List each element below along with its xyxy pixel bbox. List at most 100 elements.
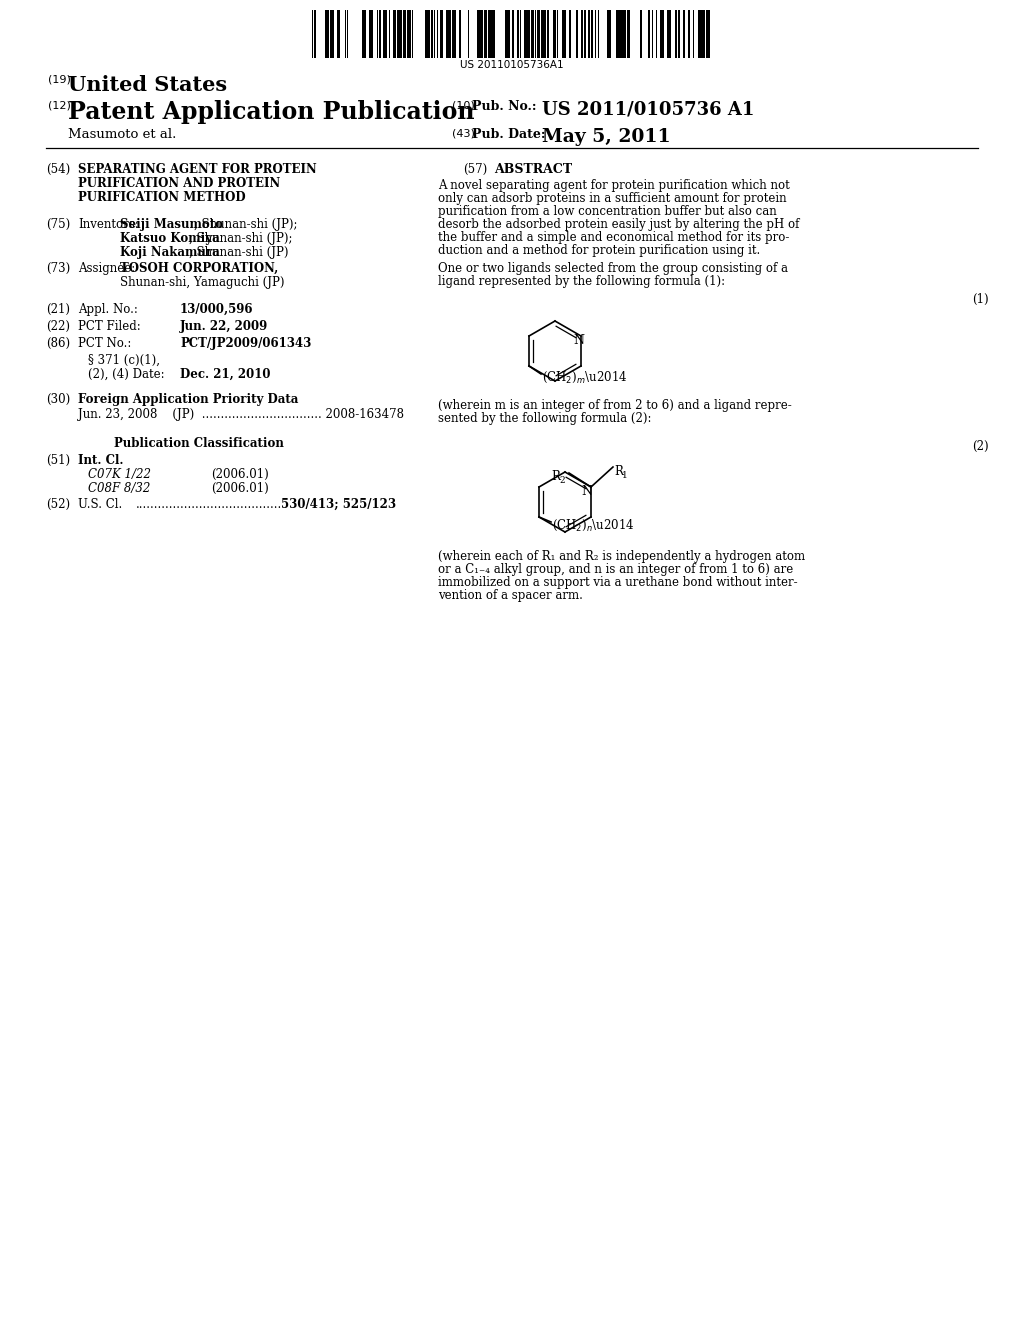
Text: PURIFICATION METHOD: PURIFICATION METHOD <box>78 191 246 205</box>
Text: (22): (22) <box>46 319 70 333</box>
Text: (2): (2) <box>972 440 988 453</box>
Text: purification from a low concentration buffer but also can: purification from a low concentration bu… <box>438 205 777 218</box>
Text: Katsuo Komiya: Katsuo Komiya <box>120 232 220 246</box>
Text: , Shunan-shi (JP);: , Shunan-shi (JP); <box>188 232 293 246</box>
Bar <box>362 11 366 58</box>
Text: (CH$_2$)$_n$\u2014: (CH$_2$)$_n$\u2014 <box>552 517 635 533</box>
Text: 2: 2 <box>559 477 564 484</box>
Text: (52): (52) <box>46 498 70 511</box>
Text: US 2011/0105736 A1: US 2011/0105736 A1 <box>542 100 755 117</box>
Text: ligand represented by the following formula (1):: ligand represented by the following form… <box>438 275 725 288</box>
Bar <box>481 11 483 58</box>
Text: (73): (73) <box>46 261 71 275</box>
Text: (30): (30) <box>46 393 71 407</box>
Text: TOSOH CORPORATION,: TOSOH CORPORATION, <box>120 261 279 275</box>
Text: C08F 8/32: C08F 8/32 <box>88 482 151 495</box>
Bar <box>330 11 333 58</box>
Text: the buffer and a simple and economical method for its pro-: the buffer and a simple and economical m… <box>438 231 790 244</box>
Text: Patent Application Publication: Patent Application Publication <box>68 100 474 124</box>
Bar <box>477 11 479 58</box>
Text: PURIFICATION AND PROTEIN: PURIFICATION AND PROTEIN <box>78 177 281 190</box>
Bar <box>449 11 451 58</box>
Text: PCT No.:: PCT No.: <box>78 337 131 350</box>
Text: .......................................: ....................................... <box>136 498 283 511</box>
Text: (57): (57) <box>463 162 487 176</box>
Text: May 5, 2011: May 5, 2011 <box>542 128 671 147</box>
Bar <box>562 11 564 58</box>
Bar <box>379 11 381 58</box>
Bar <box>675 11 677 58</box>
Text: N: N <box>581 484 592 498</box>
Text: duction and a method for protein purification using it.: duction and a method for protein purific… <box>438 244 760 257</box>
Bar <box>453 11 455 58</box>
Text: (51): (51) <box>46 454 70 467</box>
Bar <box>569 11 571 58</box>
Bar <box>517 11 519 58</box>
Text: (1): (1) <box>972 293 988 306</box>
Text: PCT/JP2009/061343: PCT/JP2009/061343 <box>180 337 311 350</box>
Bar <box>397 11 399 58</box>
Text: Inventors:: Inventors: <box>78 218 138 231</box>
Bar <box>575 11 578 58</box>
Text: , Shunan-shi (JP);: , Shunan-shi (JP); <box>195 218 298 231</box>
Bar <box>508 11 510 58</box>
Bar <box>698 11 700 58</box>
Text: (10): (10) <box>452 100 475 110</box>
Text: 530/413; 525/123: 530/413; 525/123 <box>281 498 396 511</box>
Bar <box>542 11 545 58</box>
Text: PCT Filed:: PCT Filed: <box>78 319 140 333</box>
Text: Int. Cl.: Int. Cl. <box>78 454 124 467</box>
Text: U.S. Cl.: U.S. Cl. <box>78 498 122 511</box>
Text: Koji Nakamura: Koji Nakamura <box>120 246 220 259</box>
Bar <box>624 11 626 58</box>
Bar <box>640 11 642 58</box>
Bar <box>490 11 494 58</box>
Bar <box>588 11 590 58</box>
Text: (75): (75) <box>46 218 71 231</box>
Text: N: N <box>573 334 584 347</box>
Bar <box>700 11 702 58</box>
Bar <box>527 11 529 58</box>
Bar <box>707 11 709 58</box>
Bar <box>547 11 549 58</box>
Bar <box>537 11 540 58</box>
Text: (2), (4) Date:: (2), (4) Date: <box>88 368 165 381</box>
Text: SEPARATING AGENT FOR PROTEIN: SEPARATING AGENT FOR PROTEIN <box>78 162 316 176</box>
Bar <box>648 11 650 58</box>
Text: (2006.01): (2006.01) <box>211 469 268 480</box>
Text: (21): (21) <box>46 304 70 315</box>
Bar <box>393 11 395 58</box>
Bar <box>426 11 428 58</box>
Text: (wherein m is an integer of from 2 to 6) and a ligand repre-: (wherein m is an integer of from 2 to 6)… <box>438 399 792 412</box>
Text: vention of a spacer arm.: vention of a spacer arm. <box>438 589 583 602</box>
Text: (19): (19) <box>48 75 71 84</box>
Text: R: R <box>551 470 560 483</box>
Bar <box>702 11 705 58</box>
Text: Seiji Masumoto: Seiji Masumoto <box>120 218 223 231</box>
Bar <box>338 11 340 58</box>
Bar <box>325 11 327 58</box>
Text: Jun. 22, 2009: Jun. 22, 2009 <box>180 319 268 333</box>
Bar <box>505 11 507 58</box>
Bar <box>440 11 442 58</box>
Bar <box>488 11 490 58</box>
Bar <box>618 11 622 58</box>
Bar <box>554 11 556 58</box>
Text: C07K 1/22: C07K 1/22 <box>88 469 151 480</box>
Bar <box>609 11 611 58</box>
Text: Jun. 23, 2008    (JP)  ................................ 2008-163478: Jun. 23, 2008 (JP) .....................… <box>78 408 404 421</box>
Bar <box>384 11 387 58</box>
Text: 13/000,596: 13/000,596 <box>180 304 254 315</box>
Bar <box>446 11 449 58</box>
Text: (54): (54) <box>46 162 71 176</box>
Bar <box>662 11 664 58</box>
Text: desorb the adsorbed protein easily just by altering the pH of: desorb the adsorbed protein easily just … <box>438 218 800 231</box>
Text: (2006.01): (2006.01) <box>211 482 268 495</box>
Text: , Shunan-shi (JP): , Shunan-shi (JP) <box>188 246 289 259</box>
Text: Publication Classification: Publication Classification <box>114 437 284 450</box>
Bar <box>683 11 685 58</box>
Text: A novel separating agent for protein purification which not: A novel separating agent for protein pur… <box>438 180 790 191</box>
Text: US 20110105736A1: US 20110105736A1 <box>460 59 564 70</box>
Text: 1: 1 <box>622 471 628 480</box>
Text: Shunan-shi, Yamaguchi (JP): Shunan-shi, Yamaguchi (JP) <box>120 276 285 289</box>
